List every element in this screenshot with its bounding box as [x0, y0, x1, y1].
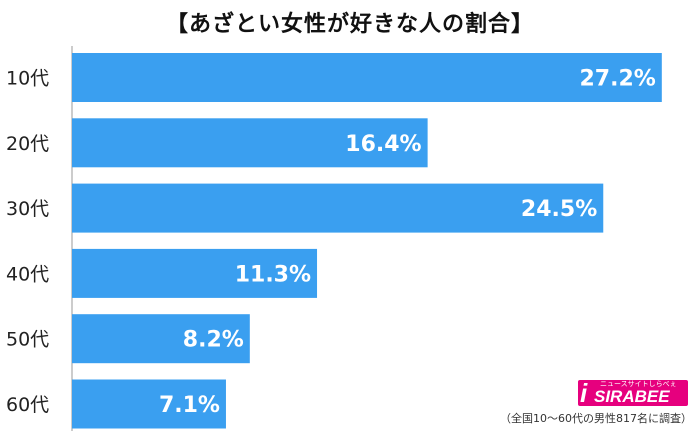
category-label: 50代: [6, 329, 49, 351]
bar: [72, 118, 428, 168]
bar: [72, 379, 226, 429]
logo-tagline: ニュースサイトしらべぇ: [600, 380, 677, 388]
bar: [72, 314, 250, 364]
category-label: 30代: [6, 198, 49, 220]
value-label: 7.1%: [159, 393, 220, 418]
footnote: （全国10〜60代の男性817名に調査）: [500, 412, 692, 425]
bar: [72, 53, 662, 102]
logo-text: SIRABEE: [594, 387, 670, 406]
category-label: 40代: [6, 263, 49, 285]
value-label: 11.3%: [235, 262, 311, 287]
chart-title: 【あざとい女性が好きな人の割合】: [165, 12, 534, 37]
logo-i-icon: i: [580, 378, 588, 408]
bar: [72, 183, 604, 233]
category-label: 60代: [6, 394, 49, 416]
sirabee-logo: i ニュースサイトしらべぇ SIRABEE: [578, 378, 688, 408]
category-label: 10代: [6, 68, 49, 90]
value-label: 27.2%: [579, 67, 655, 92]
value-label: 16.4%: [345, 132, 421, 157]
value-label: 8.2%: [183, 328, 244, 353]
bar: [72, 248, 318, 298]
value-label: 24.5%: [521, 197, 597, 222]
logo-badge: [578, 380, 688, 406]
category-label: 20代: [6, 133, 49, 155]
